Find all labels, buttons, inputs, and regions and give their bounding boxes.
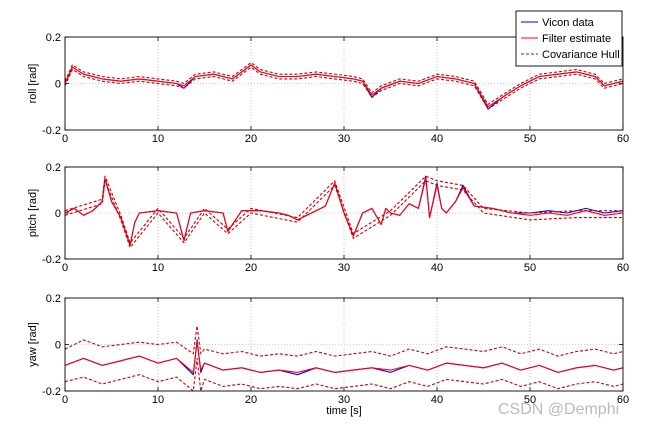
y-axis-label: roll [rad] <box>27 64 39 104</box>
y-tick-label: -0.2 <box>42 125 61 137</box>
x-tick-label: 50 <box>524 262 536 274</box>
y-tick-label: 0 <box>55 340 61 352</box>
axes-frame <box>64 36 624 131</box>
x-tick-label: 60 <box>617 394 629 406</box>
x-tick-label: 0 <box>62 262 68 274</box>
y-tick-label: 0.2 <box>46 162 61 174</box>
series-line-covariance-hull <box>64 325 624 357</box>
y-tick-label: 0.2 <box>46 293 61 305</box>
x-tick-label: 0 <box>62 394 68 406</box>
x-tick-label: 60 <box>617 133 629 145</box>
x-tick-label: 10 <box>152 133 164 145</box>
x-tick-label: 50 <box>524 133 536 145</box>
legend: Vicon data Filter estimate Covariance Hull <box>515 10 623 67</box>
x-tick-label: 40 <box>431 133 443 145</box>
watermark: CSDN @Demphi <box>498 401 619 418</box>
x-tick-label: 60 <box>617 262 629 274</box>
axes-frame <box>64 166 624 260</box>
series-line-covariance-hull <box>64 357 624 392</box>
x-tick-label: 20 <box>245 262 257 274</box>
x-tick-label: 50 <box>524 394 536 406</box>
y-tick-label: 0.2 <box>46 32 61 44</box>
x-tick-label: 0 <box>62 133 68 145</box>
legend-label: Vicon data <box>542 17 595 29</box>
x-tick-label: 30 <box>338 262 350 274</box>
series-line-filter-estimate <box>64 341 624 373</box>
x-tick-label: 10 <box>152 394 164 406</box>
x-tick-label: 30 <box>338 394 350 406</box>
y-tick-label: 0 <box>55 208 61 220</box>
x-axis-label: time [s] <box>326 405 361 417</box>
x-tick-label: 20 <box>245 394 257 406</box>
x-tick-label: 40 <box>431 394 443 406</box>
y-tick-label: 0 <box>55 79 61 91</box>
y-tick-label: -0.2 <box>42 386 61 398</box>
x-tick-label: 40 <box>431 262 443 274</box>
x-tick-label: 20 <box>245 133 257 145</box>
y-tick-label: -0.2 <box>42 254 61 266</box>
x-tick-label: 30 <box>338 133 350 145</box>
series-line-covariance-hull <box>64 62 624 105</box>
legend-label: Filter estimate <box>542 33 611 45</box>
y-axis-label: yaw [rad] <box>27 322 39 367</box>
series-line-covariance-hull <box>64 66 624 110</box>
legend-label: Covariance Hull <box>542 49 620 61</box>
axes-frame <box>64 297 624 392</box>
x-tick-label: 10 <box>152 262 164 274</box>
y-axis-label: pitch [rad] <box>27 189 39 237</box>
series-line-filter-estimate <box>64 64 624 108</box>
